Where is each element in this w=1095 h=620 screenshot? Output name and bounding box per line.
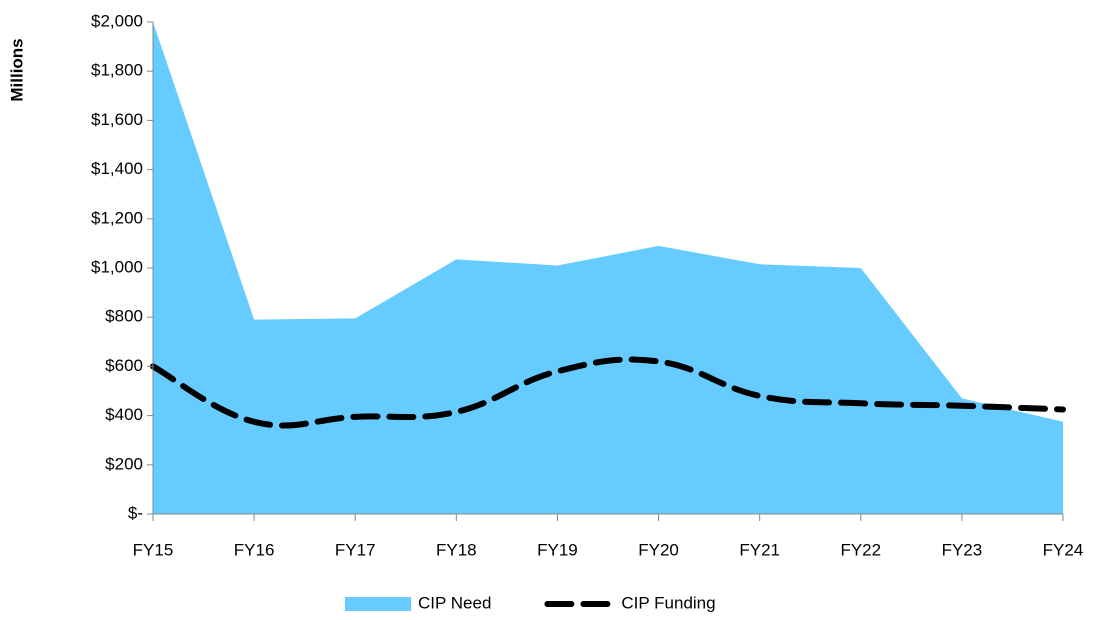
y-tick-label: $1,000 bbox=[91, 257, 143, 276]
funding-line bbox=[150, 356, 1066, 429]
y-tick-label: $800 bbox=[105, 307, 143, 326]
need-area bbox=[153, 22, 1063, 514]
legend-label: CIP Funding bbox=[621, 593, 715, 612]
x-tick-label: FY19 bbox=[537, 540, 578, 559]
y-tick-label: $1,200 bbox=[91, 208, 143, 227]
x-tick-label: FY18 bbox=[436, 540, 477, 559]
y-tick-label: $1,600 bbox=[91, 110, 143, 129]
x-tick-label: FY17 bbox=[335, 540, 376, 559]
y-tick-label: $400 bbox=[105, 405, 143, 424]
y-tick-label: $200 bbox=[105, 454, 143, 473]
x-tick-label: FY24 bbox=[1043, 540, 1084, 559]
y-tick-label: $600 bbox=[105, 356, 143, 375]
y-tick-label: $1,800 bbox=[91, 61, 143, 80]
legend-label: CIP Need bbox=[418, 593, 491, 612]
x-tick-label: FY21 bbox=[739, 540, 780, 559]
y-tick-label: $- bbox=[128, 503, 143, 522]
y-tick-label: $1,400 bbox=[91, 159, 143, 178]
x-tick-label: FY20 bbox=[638, 540, 679, 559]
x-tick-label: FY22 bbox=[840, 540, 881, 559]
y-tick-label: $2,000 bbox=[91, 11, 143, 30]
y-axis-label: Millions bbox=[7, 38, 26, 101]
x-tick-label: FY23 bbox=[942, 540, 983, 559]
x-tick-label: FY16 bbox=[234, 540, 275, 559]
x-tick-label: FY15 bbox=[133, 540, 174, 559]
legend-swatch bbox=[345, 597, 411, 611]
